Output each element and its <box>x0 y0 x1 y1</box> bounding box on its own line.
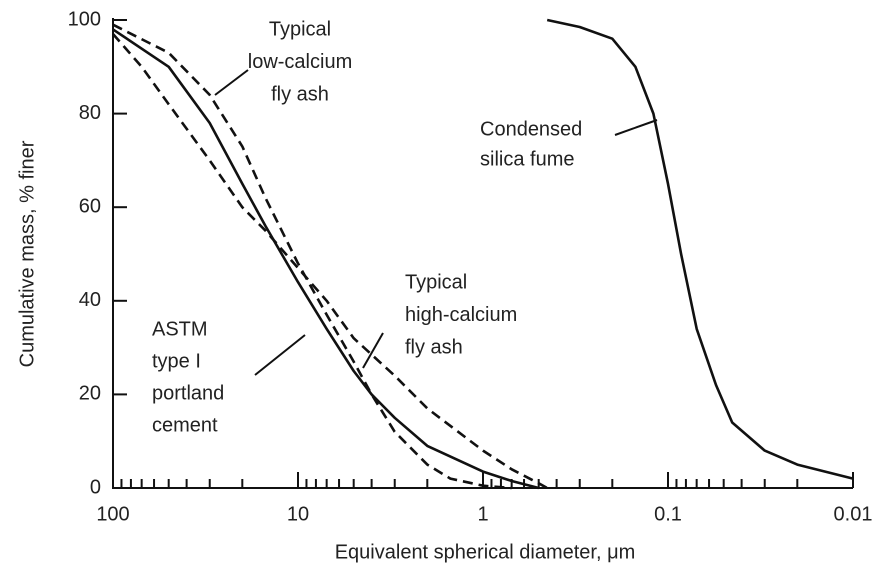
y-tick-label: 100 <box>68 8 101 30</box>
series-label: portland <box>152 382 224 404</box>
series-label: cement <box>152 414 218 436</box>
series-label: Typical <box>269 18 331 40</box>
series-label: Condensed <box>480 118 582 140</box>
x-tick-label: 1 <box>477 503 488 525</box>
x-axis-label: Equivalent spherical diameter, μm <box>335 541 636 563</box>
series-label: silica fume <box>480 148 574 170</box>
y-axis-label: Cumulative mass, % finer <box>16 140 38 367</box>
y-tick-label: 0 <box>90 476 101 498</box>
series-label: type I <box>152 350 201 372</box>
line-series <box>112 28 540 490</box>
series-label: high-calcium <box>405 304 517 326</box>
series-label: low-calcium <box>248 51 352 73</box>
series-label: Typical <box>405 271 467 293</box>
y-tick-label: 60 <box>79 195 101 217</box>
series-label: fly ash <box>271 83 329 105</box>
y-tick-label: 20 <box>79 383 101 405</box>
pointer <box>362 332 384 369</box>
y-tick-label: 80 <box>79 102 101 124</box>
y-tick-label: 40 <box>79 289 101 311</box>
x-tick-label: 0.01 <box>834 503 873 525</box>
pointer <box>214 69 249 96</box>
line-series <box>112 23 512 490</box>
x-tick-label: 0.1 <box>654 503 682 525</box>
series-label: ASTM <box>152 318 208 340</box>
pointer <box>614 119 658 136</box>
line-series <box>546 18 854 480</box>
x-tick-label: 100 <box>96 503 129 525</box>
x-tick-label: 10 <box>287 503 309 525</box>
line-series <box>112 33 548 490</box>
pointer <box>254 334 306 376</box>
series-label: fly ash <box>405 336 463 358</box>
